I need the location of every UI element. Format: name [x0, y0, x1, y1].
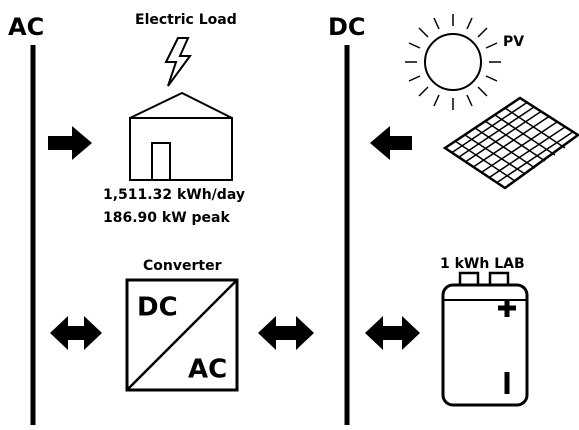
pv-panel: [442, 96, 579, 190]
roof: [129, 91, 233, 119]
double-arrow: [258, 316, 314, 350]
ac-bus-label: AC: [8, 13, 44, 41]
converter-input: DC: [137, 293, 178, 323]
converter-title: Converter: [143, 258, 222, 274]
battery-body: [441, 283, 529, 407]
load-peak: 186.90 kW peak: [103, 210, 230, 226]
converter-output: AC: [188, 355, 227, 385]
arrow-right: [48, 126, 92, 160]
dc-bus-label: DC: [328, 13, 366, 41]
battery-label: 1 kWh LAB: [440, 256, 525, 272]
pv-label: PV: [503, 34, 524, 50]
terminal: [458, 271, 480, 287]
arrow-left: [370, 126, 412, 160]
double-arrow: [50, 316, 102, 350]
sun-rays: [405, 14, 501, 110]
lightning: [164, 37, 192, 87]
load-title: Electric Load: [135, 12, 237, 28]
load-energy: 1,511.32 kWh/day: [103, 187, 245, 203]
double-arrow: [365, 316, 420, 350]
converter-diagonal: [126, 279, 238, 391]
converter-box: [125, 278, 239, 392]
terminal: [488, 271, 510, 287]
sun: [424, 33, 482, 91]
door: [151, 142, 171, 181]
house: [129, 117, 233, 181]
plus-sign: [498, 299, 516, 317]
